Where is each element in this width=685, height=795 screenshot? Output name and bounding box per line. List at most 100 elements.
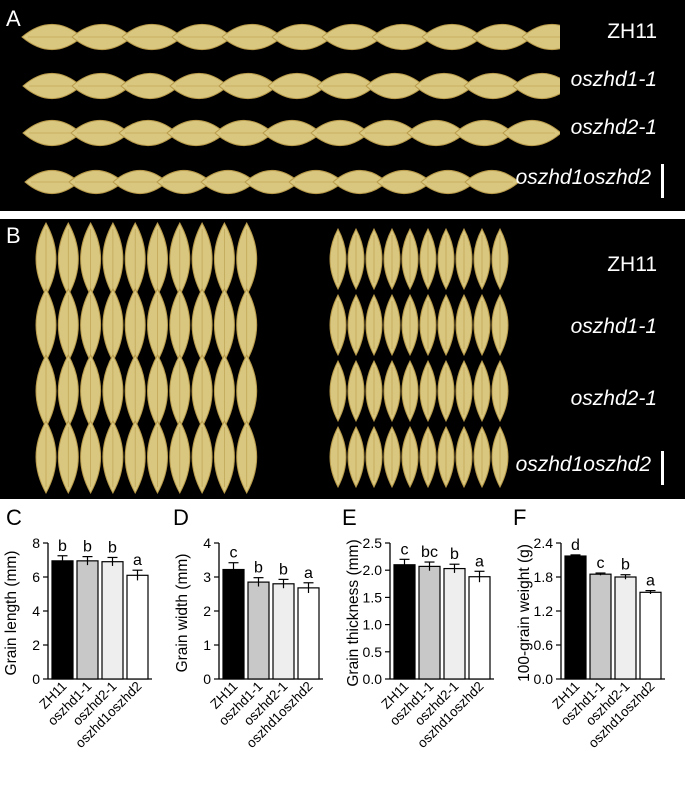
- grain-b-0-0-1: [57, 221, 79, 297]
- bar-ZH11: [51, 560, 74, 680]
- y-tick-label: 0.0: [534, 671, 554, 687]
- grain-b-0-0-5: [147, 221, 168, 297]
- panel-d-label: D: [173, 505, 189, 530]
- grain-a-0-10: [521, 24, 560, 50]
- grain-b-1-1-3: [383, 293, 401, 357]
- grain-b-1-3-5: [419, 425, 437, 489]
- grain-b-0-1-0: [35, 287, 57, 363]
- grain-b-1-2-2: [365, 359, 383, 423]
- grain-b-0-2-2: [80, 353, 101, 429]
- grain-b-1-1-8: [473, 293, 491, 357]
- panel-b-label: B: [6, 223, 21, 248]
- grain-b-0-0-9: [236, 221, 258, 297]
- grain-b-0-0-2: [80, 221, 101, 297]
- y-tick-label: 8: [32, 535, 40, 551]
- grain-b-0-3-6: [169, 419, 191, 495]
- y-tick-label: 4: [32, 603, 40, 619]
- grain-b-0-2-7: [191, 353, 213, 429]
- grain-b-1-1-6: [437, 293, 455, 357]
- significance-letter: b: [108, 539, 117, 556]
- significance-letter: a: [475, 553, 484, 570]
- panel-b-genotype-oszhd2-1: oszhd2-1: [570, 387, 657, 410]
- y-tick-label: 2.5: [363, 535, 383, 551]
- grain-b-1-3-8: [473, 425, 491, 489]
- y-axis-label: Grain length (mm): [3, 551, 20, 676]
- significance-letter: b: [621, 557, 630, 574]
- grain-b-0-3-3: [102, 419, 124, 495]
- bar-oszhd2-1: [272, 583, 295, 680]
- bar-oszhd1oszhd2: [297, 587, 320, 680]
- significance-letter: a: [304, 565, 313, 582]
- grain-b-1-1-4: [401, 293, 419, 357]
- panel-b-genotype-oszhd1oszhd2: oszhd1oszhd2: [515, 453, 651, 476]
- bar-oszhd1oszhd2: [126, 574, 149, 680]
- grain-b-0-2-3: [102, 353, 124, 429]
- y-tick-label: 0.5: [363, 644, 383, 660]
- panel-b-grains: [35, 221, 509, 495]
- grain-b-0-3-5: [147, 419, 168, 495]
- grain-b-1-0-7: [455, 227, 473, 291]
- panel-b-photo: B ZH11 oszhd1-1 oszhd2-1 oszhd1oszhd2: [0, 219, 685, 499]
- grain-b-0-0-0: [35, 221, 57, 297]
- significance-letter: c: [401, 541, 409, 558]
- grain-a-3-10: [464, 170, 520, 194]
- bar-oszhd1-1: [589, 573, 612, 680]
- y-axis-label: Grain width (mm): [174, 554, 191, 673]
- bar-oszhd2-1: [614, 576, 637, 680]
- y-tick-label: 6: [32, 569, 40, 585]
- bar-oszhd1oszhd2: [468, 576, 491, 680]
- significance-letter: b: [58, 538, 67, 555]
- grain-a-2-10: [502, 120, 560, 146]
- grain-b-0-2-1: [57, 353, 79, 429]
- panel-b-scale-bar: [661, 451, 664, 485]
- bar-ZH11: [393, 564, 416, 680]
- grain-b-1-0-5: [419, 227, 437, 291]
- bar-ZH11: [222, 568, 245, 680]
- grain-b-1-3-4: [401, 425, 419, 489]
- grain-b-0-1-1: [57, 287, 79, 363]
- y-axis-label: Grain thickness (mm): [345, 539, 362, 686]
- grain-b-1-0-1: [347, 227, 365, 291]
- grain-b-1-3-9: [491, 425, 509, 489]
- grain-b-1-3-7: [455, 425, 473, 489]
- grain-b-1-0-6: [437, 227, 455, 291]
- grain-b-0-2-0: [35, 353, 57, 429]
- grain-b-0-0-3: [102, 221, 124, 297]
- significance-letter: d: [571, 537, 580, 554]
- grain-b-0-3-8: [214, 419, 235, 495]
- bar-ZH11: [564, 555, 587, 680]
- grain-b-1-2-7: [455, 359, 473, 423]
- grain-b-0-1-5: [147, 287, 168, 363]
- grain-b-1-1-9: [491, 293, 509, 357]
- significance-letter: bc: [421, 544, 438, 561]
- bar-oszhd2-1: [101, 561, 124, 680]
- grain-b-0-2-8: [214, 353, 235, 429]
- grain-b-0-3-0: [35, 419, 57, 495]
- significance-letter: b: [254, 560, 263, 577]
- grain-b-1-1-0: [329, 293, 347, 357]
- grain-b-0-1-9: [236, 287, 258, 363]
- grain-b-1-2-6: [437, 359, 455, 423]
- grain-b-1-2-5: [419, 359, 437, 423]
- grain-a-3-2: [112, 170, 168, 194]
- panel-b-genotype-oszhd1-1: oszhd1-1: [570, 315, 657, 338]
- y-tick-label: 0.6: [534, 637, 554, 653]
- grain-b-0-2-4: [124, 353, 146, 429]
- grain-b-0-0-8: [214, 221, 235, 297]
- grain-b-0-3-9: [236, 419, 258, 495]
- panel-a-genotype-oszhd1oszhd2: oszhd1oszhd2: [515, 166, 651, 189]
- grain-b-0-3-1: [57, 419, 79, 495]
- panel-a-label: A: [6, 6, 21, 31]
- grain-b-0-0-4: [124, 221, 146, 297]
- panel-a-genotype-oszhd1-1: oszhd1-1: [570, 68, 657, 91]
- grain-b-1-2-1: [347, 359, 365, 423]
- panel-f-chart: F 0.0 0.6 1.2 1.8 2.4 100-grain weight (g) d ZH…: [513, 505, 685, 795]
- grain-b-0-0-6: [169, 221, 191, 297]
- significance-letter: b: [279, 561, 288, 578]
- grain-b-1-3-1: [347, 425, 365, 489]
- y-tick-label: 2: [203, 603, 211, 619]
- y-tick-label: 2: [32, 637, 40, 653]
- bar-oszhd1-1: [247, 581, 270, 680]
- grain-b-0-3-7: [191, 419, 213, 495]
